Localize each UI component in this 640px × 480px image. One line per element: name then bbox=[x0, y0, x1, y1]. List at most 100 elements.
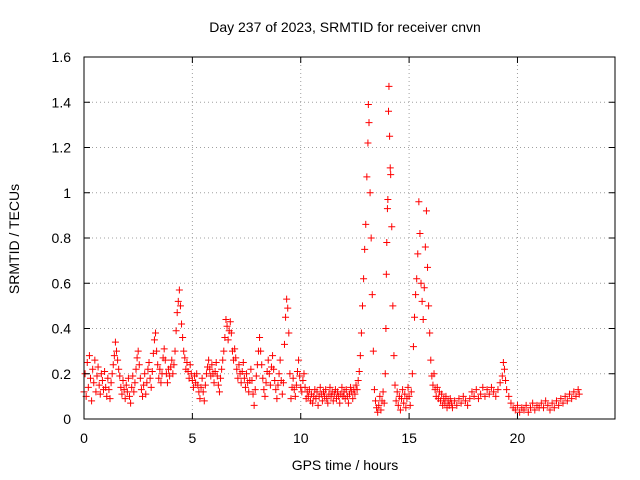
data-point bbox=[401, 390, 409, 398]
data-point bbox=[368, 291, 376, 299]
data-point bbox=[245, 388, 253, 396]
data-point bbox=[178, 320, 186, 328]
data-point bbox=[144, 365, 152, 373]
data-point bbox=[282, 313, 290, 321]
data-point bbox=[124, 374, 132, 382]
data-point bbox=[427, 356, 435, 364]
y-tick-label: 1.2 bbox=[52, 140, 72, 156]
data-point bbox=[574, 386, 582, 394]
data-point bbox=[500, 365, 508, 373]
data-point bbox=[123, 388, 131, 396]
data-point bbox=[356, 352, 364, 360]
data-point bbox=[141, 370, 149, 378]
data-point bbox=[415, 198, 423, 206]
data-point bbox=[419, 315, 427, 323]
data-point bbox=[352, 381, 360, 389]
data-point bbox=[95, 381, 103, 389]
data-point bbox=[387, 171, 395, 179]
data-point bbox=[416, 229, 424, 237]
data-point bbox=[414, 250, 422, 258]
data-point bbox=[98, 377, 106, 385]
data-point bbox=[557, 395, 565, 403]
data-point bbox=[274, 381, 282, 389]
data-point bbox=[516, 408, 524, 416]
data-point bbox=[323, 395, 331, 403]
data-point bbox=[235, 361, 243, 369]
data-point bbox=[400, 399, 408, 407]
data-point bbox=[283, 295, 291, 303]
data-point bbox=[278, 390, 286, 398]
data-point bbox=[361, 245, 369, 253]
data-point bbox=[205, 356, 213, 364]
data-point bbox=[186, 361, 194, 369]
data-point bbox=[132, 365, 140, 373]
data-point bbox=[199, 388, 207, 396]
y-tick-label: 0 bbox=[63, 411, 71, 427]
data-point bbox=[107, 379, 115, 387]
data-point bbox=[126, 392, 134, 400]
data-point bbox=[238, 367, 246, 375]
data-point bbox=[485, 390, 493, 398]
data-point bbox=[386, 132, 394, 140]
axes: 0 0.2 0.4 0.6 0.8 1 1.2 1.4 1.6 0 5 10 15 20 bbox=[52, 49, 615, 446]
data-point bbox=[217, 374, 225, 382]
data-point bbox=[550, 404, 558, 412]
data-point bbox=[249, 390, 257, 398]
data-point bbox=[243, 370, 251, 378]
data-point bbox=[88, 397, 96, 405]
data-point bbox=[301, 383, 309, 391]
data-point bbox=[200, 397, 208, 405]
data-point bbox=[252, 372, 260, 380]
x-tick-label: 5 bbox=[188, 430, 196, 446]
data-point bbox=[260, 386, 268, 394]
data-point bbox=[212, 358, 220, 366]
data-point bbox=[490, 388, 498, 396]
data-point bbox=[293, 367, 301, 375]
data-point bbox=[420, 284, 428, 292]
data-point bbox=[272, 386, 280, 394]
y-tick-label: 0.8 bbox=[52, 230, 72, 246]
data-point bbox=[367, 234, 375, 242]
data-point bbox=[405, 392, 413, 400]
data-point bbox=[94, 363, 102, 371]
data-point bbox=[362, 220, 370, 228]
data-point bbox=[109, 361, 117, 369]
data-point bbox=[269, 352, 277, 360]
data-point bbox=[570, 388, 578, 396]
data-point bbox=[289, 374, 297, 382]
y-tick-label: 0.4 bbox=[52, 321, 72, 337]
data-point bbox=[193, 370, 201, 378]
data-point bbox=[250, 401, 258, 409]
data-point bbox=[336, 399, 344, 407]
data-point bbox=[227, 329, 235, 337]
data-point bbox=[417, 279, 425, 287]
data-point bbox=[338, 383, 346, 391]
data-point bbox=[136, 374, 144, 382]
data-point bbox=[455, 395, 463, 403]
data-point bbox=[464, 401, 472, 409]
data-point bbox=[546, 406, 554, 414]
data-point bbox=[426, 329, 434, 337]
data-point bbox=[565, 390, 573, 398]
data-point bbox=[313, 388, 321, 396]
data-point bbox=[430, 370, 438, 378]
data-point bbox=[363, 173, 371, 181]
data-point bbox=[224, 336, 232, 344]
data-point bbox=[93, 372, 101, 380]
data-point bbox=[364, 139, 372, 147]
data-point bbox=[324, 399, 332, 407]
data-point bbox=[135, 361, 143, 369]
data-point bbox=[130, 388, 138, 396]
data-point bbox=[354, 377, 362, 385]
data-point bbox=[264, 356, 272, 364]
data-point bbox=[169, 370, 177, 378]
data-point bbox=[101, 367, 109, 375]
data-point bbox=[115, 365, 123, 373]
x-tick-label: 10 bbox=[293, 430, 309, 446]
data-point bbox=[113, 347, 121, 355]
data-point bbox=[215, 388, 223, 396]
data-point bbox=[520, 406, 528, 414]
data-point bbox=[270, 365, 278, 373]
data-point bbox=[487, 383, 495, 391]
